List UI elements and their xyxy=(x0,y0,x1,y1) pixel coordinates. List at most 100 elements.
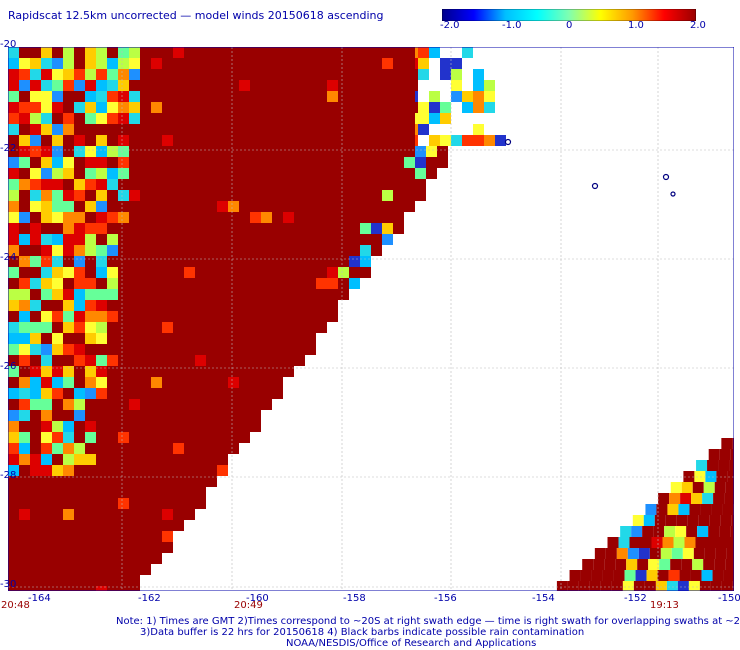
data-cell xyxy=(327,124,338,135)
data-cell xyxy=(418,69,429,80)
data-cell xyxy=(723,570,734,581)
data-cell xyxy=(261,388,272,399)
data-cell xyxy=(360,201,371,212)
data-cell xyxy=(724,493,734,504)
data-cell xyxy=(41,179,52,190)
data-cell xyxy=(283,223,294,234)
data-cell xyxy=(41,223,52,234)
data-cell xyxy=(118,157,129,168)
data-cell xyxy=(360,212,371,223)
data-cell xyxy=(338,58,349,69)
island-outlines xyxy=(504,138,676,197)
data-cell xyxy=(140,564,151,575)
lon-tick: -162 xyxy=(138,593,161,604)
data-cell xyxy=(712,570,724,581)
data-cell xyxy=(283,344,294,355)
data-cell xyxy=(462,91,473,102)
data-cell xyxy=(96,80,107,91)
data-cell xyxy=(41,212,52,223)
data-cell xyxy=(19,520,30,531)
data-cell xyxy=(371,91,382,102)
data-cell xyxy=(118,179,129,190)
data-cell xyxy=(30,102,41,113)
data-cell xyxy=(305,80,316,91)
data-cell xyxy=(96,344,107,355)
data-cell xyxy=(173,498,184,509)
data-cell xyxy=(52,146,63,157)
data-cell xyxy=(272,190,283,201)
data-cell xyxy=(206,476,217,487)
data-cell xyxy=(118,113,129,124)
data-cell xyxy=(8,256,19,267)
data-cell xyxy=(8,531,19,542)
data-cell xyxy=(63,234,74,245)
data-cell xyxy=(107,157,118,168)
data-cell xyxy=(327,267,338,278)
data-cell xyxy=(195,124,206,135)
data-cell xyxy=(30,454,41,465)
data-cell xyxy=(626,559,638,570)
data-cell xyxy=(360,256,371,267)
data-cell xyxy=(19,278,30,289)
data-cell xyxy=(360,58,371,69)
data-cell xyxy=(19,179,30,190)
data-cell xyxy=(74,520,85,531)
data-cell xyxy=(404,47,415,58)
data-cell xyxy=(162,124,173,135)
colorbar xyxy=(442,9,696,21)
data-cell xyxy=(349,157,360,168)
data-cell xyxy=(616,548,628,559)
data-cell xyxy=(250,289,261,300)
data-cell xyxy=(250,388,261,399)
data-cell xyxy=(140,509,151,520)
data-cell xyxy=(151,498,162,509)
data-cell xyxy=(654,515,666,526)
data-cell xyxy=(30,542,41,553)
data-cell xyxy=(41,311,52,322)
data-cell xyxy=(85,168,96,179)
data-cell xyxy=(151,366,162,377)
data-cell xyxy=(195,454,206,465)
data-cell xyxy=(195,91,206,102)
data-cell xyxy=(582,559,594,570)
data-cell xyxy=(393,58,404,69)
data-cell xyxy=(19,58,30,69)
data-cell xyxy=(404,190,415,201)
data-cell xyxy=(217,311,228,322)
data-cell xyxy=(96,47,107,58)
data-cell xyxy=(74,245,85,256)
data-cell xyxy=(206,267,217,278)
data-cell xyxy=(140,421,151,432)
data-cell xyxy=(8,212,19,223)
data-cell xyxy=(195,245,206,256)
data-cell xyxy=(195,498,206,509)
lon-tick: -156 xyxy=(434,593,457,604)
data-cell xyxy=(173,465,184,476)
data-cell xyxy=(74,234,85,245)
data-cell xyxy=(85,553,96,564)
data-cell xyxy=(371,146,382,157)
data-cell xyxy=(8,278,19,289)
data-cell xyxy=(316,190,327,201)
data-cell xyxy=(294,113,305,124)
data-cell xyxy=(250,278,261,289)
data-cell xyxy=(261,245,272,256)
data-cell xyxy=(393,102,404,113)
data-cell xyxy=(74,124,85,135)
data-cell xyxy=(473,69,484,80)
data-cell xyxy=(393,91,404,102)
data-cell xyxy=(173,201,184,212)
data-cell xyxy=(382,190,393,201)
data-cell xyxy=(382,157,393,168)
data-cell xyxy=(129,223,140,234)
data-cell xyxy=(63,91,74,102)
data-cell xyxy=(96,564,107,575)
data-cell xyxy=(404,113,415,124)
data-cell xyxy=(195,113,206,124)
data-cell xyxy=(74,410,85,421)
data-cell xyxy=(195,333,206,344)
data-cell xyxy=(360,245,371,256)
data-cell xyxy=(294,212,305,223)
data-cell xyxy=(631,526,643,537)
data-cell xyxy=(327,223,338,234)
